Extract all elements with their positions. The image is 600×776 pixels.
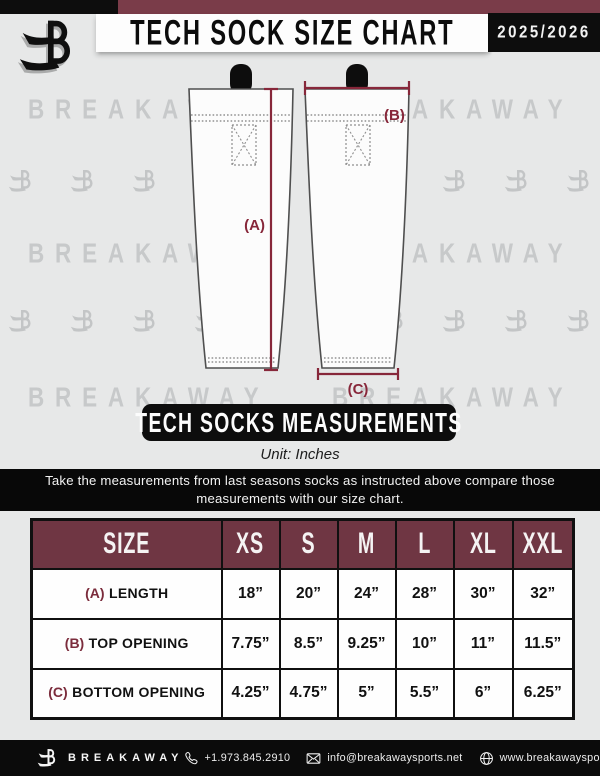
footer-phone[interactable]: +1.973.845.2910 — [184, 751, 291, 766]
cell-value: 11.5” — [524, 634, 562, 652]
instruction-line-2: measurements with our size chart. — [196, 491, 404, 506]
cell-value: 8.5” — [293, 634, 324, 652]
col-header-label: L — [418, 526, 431, 561]
size-chart-table: SIZE XS S M L XL XXL (A) LENGTH 18” 20” … — [30, 518, 575, 720]
b-logo-icon — [504, 306, 530, 336]
col-header-label: XS — [236, 526, 265, 561]
cell-value: 18” — [238, 584, 263, 602]
footer-email[interactable]: info@breakawaysports.net — [306, 751, 462, 766]
envelope-icon — [306, 752, 321, 764]
col-header-label: XXL — [522, 526, 564, 561]
measure-label-c: (C) — [348, 381, 369, 398]
cell-value: 11” — [470, 634, 496, 652]
instruction-bar: Take the measurements from last seasons … — [0, 469, 600, 511]
measurements-banner-label: TECH SOCKS MEASUREMENTS — [135, 406, 463, 438]
cell-value: 5” — [358, 684, 375, 702]
table-row-top-opening: (B) TOP OPENING 7.75” 8.5” 9.25” 10” 11”… — [30, 617, 575, 670]
measure-line-a — [264, 87, 278, 372]
cell-value: 9.25” — [347, 634, 386, 652]
b-logo-icon — [8, 166, 34, 196]
measure-label-b: (B) — [384, 107, 405, 124]
cell-value: 4.75” — [289, 684, 328, 702]
footer-brand-name: BREAKAWAY — [68, 752, 184, 764]
top-bar-black-segment — [0, 0, 118, 14]
row-label-top-opening: TOP OPENING — [88, 634, 189, 651]
row-label-bottom-opening: BOTTOM OPENING — [72, 684, 206, 701]
cell-value: 7.75” — [231, 634, 270, 652]
cell-value: 32” — [530, 584, 556, 602]
b-logo-icon — [70, 306, 96, 336]
cell-value: 5.5” — [409, 684, 440, 702]
sock-tab — [346, 64, 368, 94]
col-header-label: XL — [469, 526, 497, 561]
globe-icon — [479, 751, 493, 765]
col-header-m: M — [336, 518, 397, 570]
unit-note: Unit: Inches — [260, 446, 340, 463]
season-badge: 2025/2026 — [488, 13, 600, 52]
col-header-xxl: XXL — [511, 518, 575, 570]
season-label: 2025/2026 — [497, 22, 591, 43]
velcro-patch — [231, 124, 257, 166]
left-sock-illustration — [188, 64, 294, 369]
instruction-line-1: Take the measurements from last seasons … — [45, 473, 555, 488]
cell-value: 10” — [412, 634, 437, 652]
cell-value: 4.25” — [231, 684, 270, 702]
b-logo-icon — [504, 166, 530, 196]
col-header-size: SIZE — [30, 518, 223, 570]
sock-tab — [230, 64, 252, 94]
measure-line-b — [303, 81, 411, 95]
row-key-b: (B) — [64, 634, 85, 651]
cell-value: 28” — [412, 584, 437, 602]
col-header-label: SIZE — [103, 526, 151, 561]
col-header-l: L — [394, 518, 455, 570]
right-sock-illustration — [304, 64, 410, 369]
page-title: TECH SOCK SIZE CHART — [129, 12, 455, 52]
footer-website-url: www.breakawaysports.net — [499, 752, 600, 764]
b-logo-icon — [8, 306, 34, 336]
col-header-label: M — [357, 526, 376, 561]
sock-measurement-diagram: (A) (B) (C) — [188, 64, 411, 398]
title-bar: TECH SOCK SIZE CHART — [96, 12, 488, 52]
cell-value: 24” — [354, 584, 379, 602]
sock-outline — [188, 88, 294, 369]
measure-label-a: (A) — [244, 217, 265, 234]
breakaway-monogram-logo — [18, 15, 78, 77]
row-label-cell: (C) BOTTOM OPENING — [30, 667, 223, 720]
size-chart-table-wrapper: SIZE XS S M L XL XXL (A) LENGTH 18” 20” … — [30, 518, 575, 720]
b-logo-icon — [70, 166, 96, 196]
top-bar-maroon-segment — [118, 0, 600, 14]
footer-phone-number: +1.973.845.2910 — [204, 752, 291, 764]
row-label-cell: (B) TOP OPENING — [30, 617, 223, 670]
row-label-cell: (A) LENGTH — [30, 567, 223, 620]
sock-outline — [304, 88, 410, 369]
table-row-length: (A) LENGTH 18” 20” 24” 28” 30” 32” — [30, 567, 575, 620]
row-key-c: (C) — [48, 684, 68, 701]
velcro-patch — [345, 124, 371, 166]
col-header-xl: XL — [452, 518, 514, 570]
table-header-row: SIZE XS S M L XL XXL — [30, 518, 575, 570]
phone-icon — [184, 751, 198, 764]
b-logo-icon — [566, 166, 592, 196]
cell-value: 6” — [474, 684, 492, 702]
cell-value: 20” — [296, 584, 321, 602]
cell-value: 6.25” — [523, 684, 562, 702]
footer-email-address: info@breakawaysports.net — [327, 752, 463, 764]
row-label-length: LENGTH — [109, 584, 169, 601]
col-header-label: S — [301, 526, 316, 561]
measurements-banner: TECH SOCKS MEASUREMENTS — [135, 404, 461, 441]
footer-bar: BREAKAWAY +1.973.845.2910 info@breakaway… — [0, 740, 600, 776]
b-logo-icon — [566, 306, 592, 336]
col-header-xs: XS — [220, 518, 281, 570]
footer-contacts: +1.973.845.2910 info@breakawaysports.net… — [184, 751, 600, 766]
cell-value: 30” — [470, 584, 496, 602]
measure-line-c — [316, 368, 400, 380]
table-row-bottom-opening: (C) BOTTOM OPENING 4.25” 4.75” 5” 5.5” 6… — [30, 667, 575, 720]
footer-website[interactable]: www.breakawaysports.net — [479, 751, 600, 766]
breakaway-footer-logo — [37, 746, 58, 770]
col-header-s: S — [278, 518, 339, 570]
row-key-a: (A) — [85, 584, 105, 601]
